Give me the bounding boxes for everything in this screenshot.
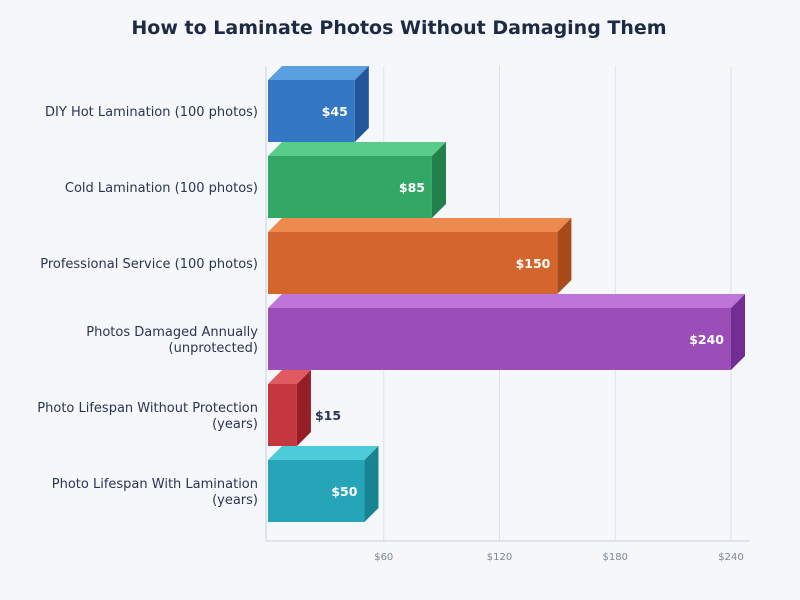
bar: $50	[268, 446, 379, 522]
bar-top-face	[268, 370, 311, 384]
value-label: $240	[689, 332, 724, 347]
category-label: Photo Lifespan Without Protection (years)	[37, 401, 258, 432]
bar-top-face	[268, 294, 745, 308]
bar-front-face	[268, 232, 558, 294]
value-label: $15	[315, 408, 341, 423]
bar: $45	[268, 66, 369, 142]
bar: $85	[268, 142, 446, 218]
category-label: Photo Lifespan With Lamination (years)	[52, 477, 258, 508]
category-label: Cold Lamination (100 photos)	[65, 181, 258, 196]
x-tick-label: $180	[603, 552, 628, 563]
bar: $240	[268, 294, 745, 370]
bar-side-face	[557, 218, 572, 294]
bar-front-face	[268, 384, 297, 446]
x-tick-label: $240	[718, 552, 743, 563]
bar-side-face	[731, 294, 745, 370]
bar-front-face	[268, 156, 432, 218]
bar-side-face	[431, 142, 446, 218]
bar-top-face	[268, 446, 379, 460]
bar-top-face	[268, 142, 446, 156]
value-label: $150	[516, 256, 551, 271]
category-label: Professional Service (100 photos)	[40, 257, 258, 272]
x-tick-label: $60	[374, 552, 393, 563]
bar-front-face	[268, 308, 731, 370]
bar-side-face	[354, 66, 369, 142]
value-label: $45	[322, 104, 348, 119]
bar: $15	[268, 370, 341, 446]
x-tick-label: $120	[487, 552, 512, 563]
bar-top-face	[268, 66, 369, 80]
chart-title: How to Laminate Photos Without Damaging …	[131, 17, 666, 39]
value-label: $50	[331, 484, 357, 499]
bar-side-face	[364, 446, 379, 522]
bar-side-face	[296, 370, 311, 446]
x-tick-labels: $60 $120 $180 $240	[374, 552, 744, 563]
value-label: $85	[399, 180, 425, 195]
category-label: DIY Hot Lamination (100 photos)	[45, 105, 258, 120]
category-labels: DIY Hot Lamination (100 photos) Cold Lami…	[37, 105, 258, 508]
category-label: Photos Damaged Annually (unprotected)	[86, 325, 258, 356]
bar: $150	[268, 218, 572, 294]
bars: $45 $85 $150 $240 $15 $50	[268, 66, 745, 522]
bar-front-face	[268, 80, 355, 142]
bar-top-face	[268, 218, 572, 232]
bar-front-face	[268, 460, 365, 522]
